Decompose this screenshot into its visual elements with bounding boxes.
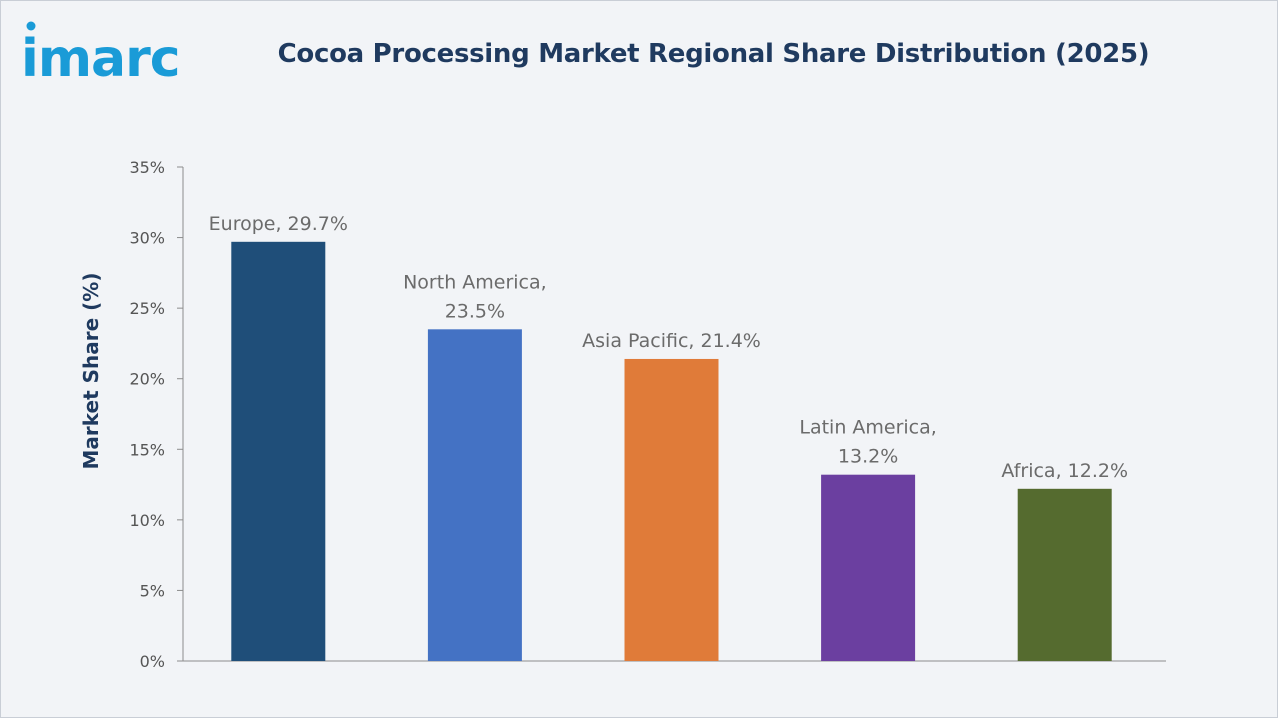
y-axis-title: Market Share (%)	[79, 273, 103, 470]
chart-bars	[231, 241, 1112, 661]
y-tick-label: 30%	[129, 229, 165, 248]
chart-axes: 0% 5% 10% 15% 20% 25% 30% 35%	[129, 158, 1166, 671]
bar-europe	[231, 241, 326, 661]
data-label: Europe, 29.7%	[209, 213, 348, 235]
bar-africa	[1017, 488, 1112, 661]
y-tick-label: 10%	[129, 511, 165, 530]
data-label: North America,	[403, 271, 547, 293]
data-label: 13.2%	[838, 446, 898, 468]
data-label: 23.5%	[445, 300, 505, 322]
y-tick-label: 25%	[129, 299, 165, 318]
logo-dot	[26, 21, 36, 31]
logo-text: imarc	[21, 29, 180, 89]
bar-latin-america	[821, 474, 916, 661]
y-tick-label: 35%	[129, 158, 165, 177]
bar-north-america	[427, 329, 522, 661]
data-label: Africa, 12.2%	[1001, 460, 1128, 482]
y-tick-label: 20%	[129, 370, 165, 389]
y-tick-label: 5%	[140, 581, 165, 600]
bar-asia-pacific	[624, 358, 719, 661]
imarc-logo: imarc	[21, 21, 181, 89]
y-tick-label: 0%	[140, 652, 165, 671]
data-label: Latin America,	[799, 417, 936, 439]
data-label: Asia Pacific, 21.4%	[582, 330, 761, 352]
y-tick-label: 15%	[129, 440, 165, 459]
chart-data-labels: Europe, 29.7% North America, 23.5% Asia Pac…	[209, 213, 1128, 482]
page-title: Cocoa Processing Market Regional Share D…	[277, 39, 1150, 69]
